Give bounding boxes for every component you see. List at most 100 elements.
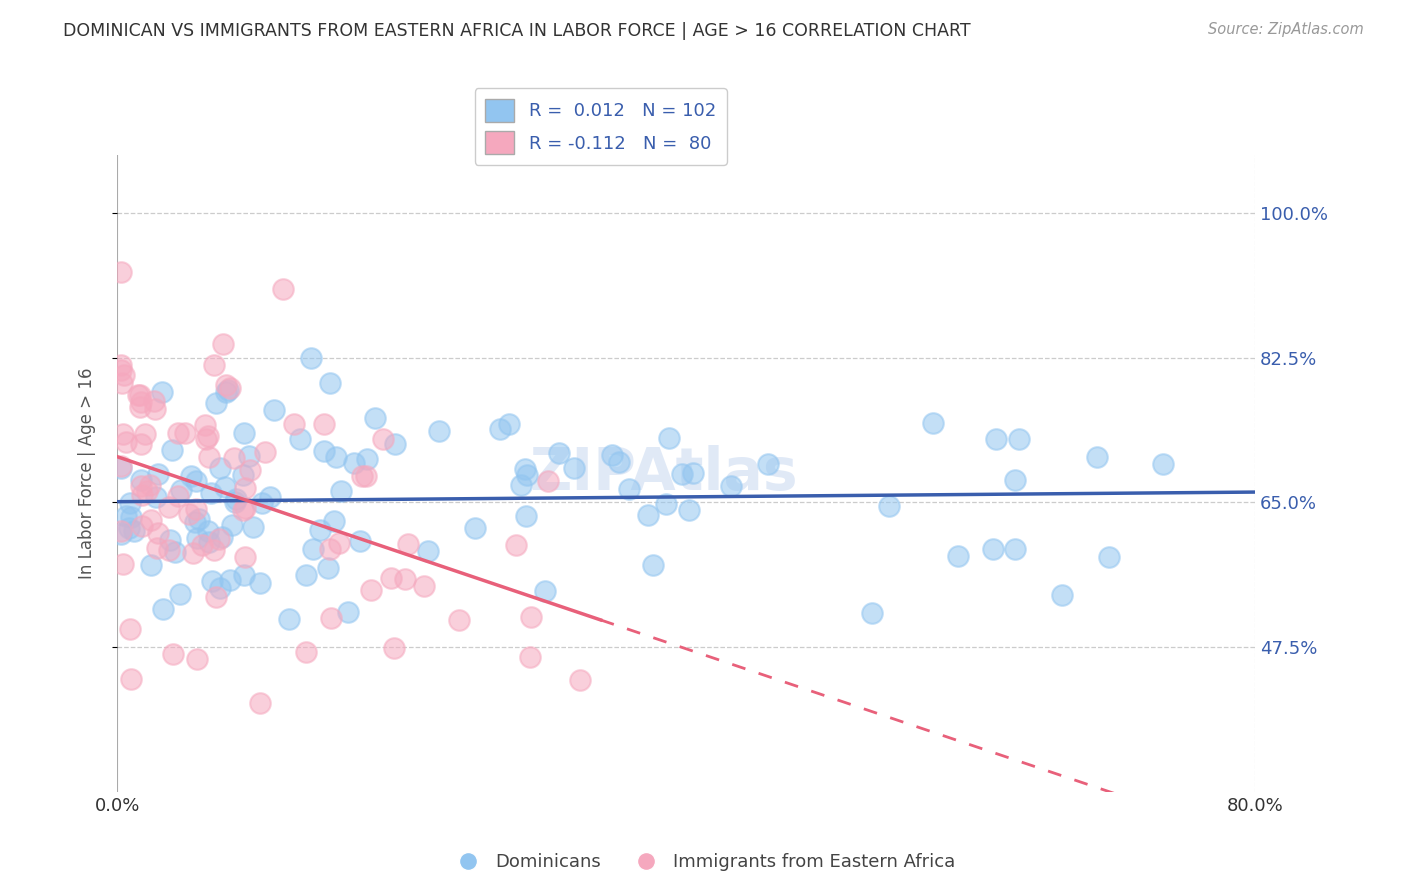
Point <box>110 526 132 541</box>
Point <box>169 586 191 600</box>
Point <box>449 613 471 627</box>
Point <box>981 541 1004 556</box>
Point <box>682 466 704 480</box>
Point <box>184 516 207 530</box>
Point <box>380 571 402 585</box>
Point <box>174 425 197 440</box>
Point <box>239 462 262 476</box>
Point <box>356 451 378 466</box>
Point <box>111 376 134 390</box>
Point <box>111 557 134 571</box>
Point <box>277 612 299 626</box>
Point <box>360 582 382 597</box>
Point <box>201 574 224 589</box>
Point <box>217 383 239 397</box>
Point <box>513 462 536 476</box>
Point <box>110 358 132 372</box>
Point <box>232 468 254 483</box>
Point <box>516 468 538 483</box>
Point <box>548 446 571 460</box>
Point <box>233 549 256 564</box>
Point <box>336 605 359 619</box>
Point <box>921 416 943 430</box>
Point <box>343 456 366 470</box>
Point <box>643 558 665 572</box>
Point <box>202 358 225 372</box>
Point <box>1050 588 1073 602</box>
Point <box>1004 473 1026 487</box>
Point <box>534 584 557 599</box>
Point <box>214 480 236 494</box>
Point <box>299 351 322 366</box>
Point <box>120 509 142 524</box>
Point <box>655 497 678 511</box>
Point <box>160 442 183 457</box>
Point <box>948 549 970 563</box>
Point <box>519 650 541 665</box>
Point <box>129 388 152 402</box>
Point <box>110 524 132 538</box>
Point <box>263 402 285 417</box>
Legend: R =  0.012   N = 102, R = -0.112   N =  80: R = 0.012 N = 102, R = -0.112 N = 80 <box>475 88 727 165</box>
Point <box>316 561 339 575</box>
Point <box>371 433 394 447</box>
Point <box>194 417 217 432</box>
Point <box>607 455 630 469</box>
Point <box>568 673 591 687</box>
Point <box>165 545 187 559</box>
Point <box>413 579 436 593</box>
Point <box>120 672 142 686</box>
Point <box>658 430 681 444</box>
Point <box>180 468 202 483</box>
Point <box>323 514 346 528</box>
Point <box>184 474 207 488</box>
Point <box>131 488 153 502</box>
Point <box>152 602 174 616</box>
Point <box>177 508 200 522</box>
Point <box>157 500 180 515</box>
Point <box>232 503 254 517</box>
Point <box>986 432 1008 446</box>
Point <box>288 432 311 446</box>
Point <box>136 483 159 498</box>
Point <box>146 467 169 481</box>
Text: DOMINICAN VS IMMIGRANTS FROM EASTERN AFRICA IN LABOR FORCE | AGE > 16 CORRELATIO: DOMINICAN VS IMMIGRANTS FROM EASTERN AFR… <box>63 22 972 40</box>
Point <box>215 384 238 399</box>
Point <box>131 518 153 533</box>
Point <box>254 445 277 459</box>
Point <box>150 384 173 399</box>
Point <box>118 520 141 534</box>
Point <box>309 523 332 537</box>
Point <box>384 437 406 451</box>
Point <box>394 572 416 586</box>
Point <box>671 467 693 482</box>
Point <box>510 478 533 492</box>
Point <box>129 436 152 450</box>
Text: Source: ZipAtlas.com: Source: ZipAtlas.com <box>1208 22 1364 37</box>
Point <box>186 501 208 516</box>
Point <box>212 336 235 351</box>
Point <box>145 490 167 504</box>
Point <box>294 567 316 582</box>
Point <box>562 461 585 475</box>
Point <box>187 512 209 526</box>
Point <box>118 496 141 510</box>
Point <box>232 568 254 582</box>
Point <box>110 265 132 279</box>
Point <box>232 425 254 440</box>
Point <box>215 377 238 392</box>
Point <box>207 532 229 546</box>
Point <box>225 491 247 506</box>
Point <box>219 574 242 588</box>
Point <box>314 444 336 458</box>
Point <box>162 647 184 661</box>
Point <box>146 541 169 556</box>
Point <box>115 508 138 523</box>
Point <box>194 432 217 446</box>
Point <box>498 417 520 431</box>
Point <box>600 448 623 462</box>
Point <box>221 517 243 532</box>
Point <box>520 610 543 624</box>
Point <box>170 483 193 498</box>
Point <box>242 519 264 533</box>
